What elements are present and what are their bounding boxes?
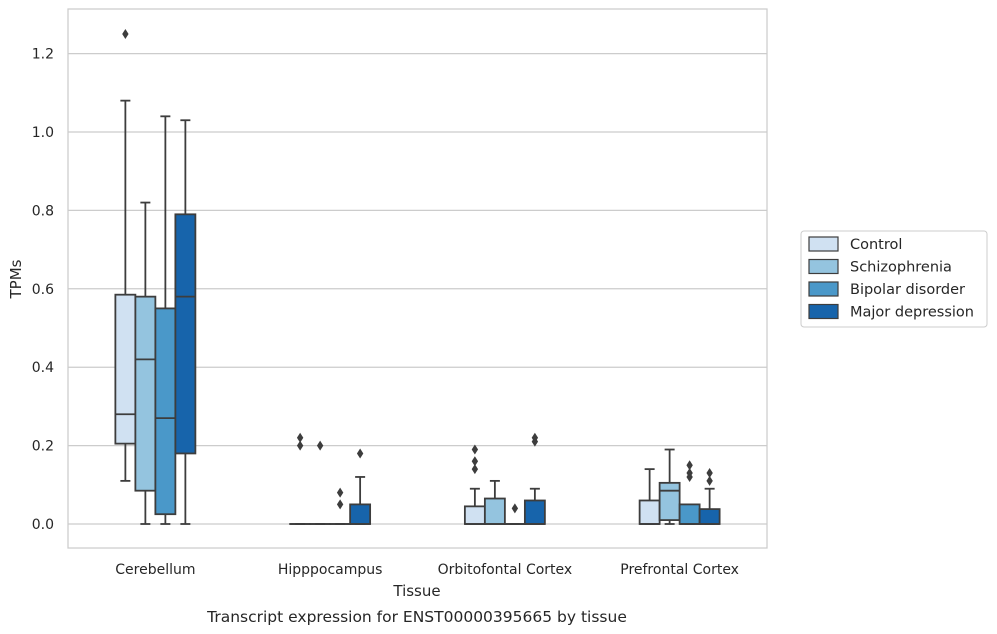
legend-label: Schizophrenia: [850, 260, 952, 276]
outlier-point: [686, 460, 693, 471]
outlier-point: [471, 464, 479, 475]
outlier-point: [296, 432, 304, 443]
x-axis-label: Tissue: [392, 582, 440, 600]
outlier-point: [706, 475, 713, 486]
legend-item: Bipolar disorder: [808, 281, 965, 298]
box-plot-box: [289, 432, 312, 525]
outlier-point: [686, 468, 693, 479]
box-plot-box: [503, 503, 526, 525]
box-plot-box: [483, 479, 506, 525]
y-axis-label: TPMs: [7, 259, 25, 299]
box-iqr: [114, 293, 137, 445]
box-iqr: [678, 503, 701, 525]
box-plot-box: [658, 448, 681, 525]
legend-frame: [800, 230, 988, 328]
outlier-point: [336, 487, 344, 498]
legend-swatch: [808, 303, 839, 320]
legend-swatch: [808, 258, 839, 275]
legend: Control Schizophrenia Bipolar disorder Majo…: [800, 230, 988, 328]
plot-frame: [67, 8, 768, 549]
box-plot-box: [114, 29, 137, 482]
legend-item: Schizophrenia: [808, 258, 952, 276]
chart-caption: Transcript expression for ENST0000039566…: [206, 608, 627, 626]
box-iqr: [523, 499, 546, 525]
outlier-point: [316, 440, 324, 451]
y-axis-ticks: 0.0 0.2 0.4 0.6 0.8 1.0 1.2: [32, 47, 54, 533]
box-iqr: [154, 307, 177, 516]
y-tick-label: 1.2: [32, 47, 54, 63]
box-plot-box: [134, 201, 157, 525]
box-plot-box: [463, 444, 486, 525]
x-tick-label: Cerebellum: [115, 562, 195, 578]
y-tick-label: 0.8: [32, 203, 54, 219]
legend-swatch: [808, 281, 839, 297]
legend-item: Control: [808, 236, 902, 253]
legend-label: Major depression: [850, 305, 974, 321]
x-tick-label: Orbitofontal Cortex: [438, 562, 573, 578]
legend-label: Bipolar disorder: [850, 282, 965, 298]
box-iqr: [134, 295, 157, 492]
x-axis-ticks: Cerebellum Hipppocampus Orbitofontal Corte…: [115, 562, 739, 578]
box-iqr: [174, 213, 197, 455]
y-tick-label: 0.4: [32, 360, 54, 376]
box-iqr: [658, 481, 681, 521]
box-plot-box: [154, 115, 177, 525]
x-tick-label: Prefrontal Cortex: [620, 562, 739, 578]
box-plot-box: [309, 440, 332, 525]
y-tick-label: 0.0: [32, 517, 54, 533]
outlier-point: [122, 29, 129, 39]
box-iqr: [483, 497, 506, 525]
y-tick-label: 0.2: [32, 439, 54, 455]
box-iqr: [638, 499, 661, 525]
y-tick-label: 0.6: [32, 282, 54, 298]
box-plot-box: [523, 432, 546, 525]
box-iqr: [698, 508, 721, 525]
x-tick-label: Hipppocampus: [278, 562, 383, 578]
legend-item: Major depression: [808, 303, 974, 321]
outlier-point: [706, 468, 713, 479]
outlier-point: [336, 499, 344, 510]
box-iqr: [463, 505, 486, 525]
outlier-point: [511, 503, 519, 514]
box-plot-box: [329, 487, 352, 525]
outlier-point: [531, 432, 539, 443]
legend-swatch: [808, 236, 839, 252]
box-plot-box: [678, 460, 701, 525]
box-iqr: [349, 503, 372, 525]
box-plot-box: [698, 468, 721, 525]
y-tick-label: 1.0: [32, 125, 54, 141]
box-plot-area: [114, 29, 721, 525]
box-plot-box: [174, 119, 197, 525]
box-plot-box: [349, 448, 372, 525]
outlier-point: [356, 448, 364, 459]
box-plot-box: [638, 468, 661, 525]
outlier-point: [471, 456, 479, 467]
outlier-point: [296, 440, 304, 451]
outlier-point: [471, 444, 479, 455]
legend-label: Control: [850, 237, 902, 253]
